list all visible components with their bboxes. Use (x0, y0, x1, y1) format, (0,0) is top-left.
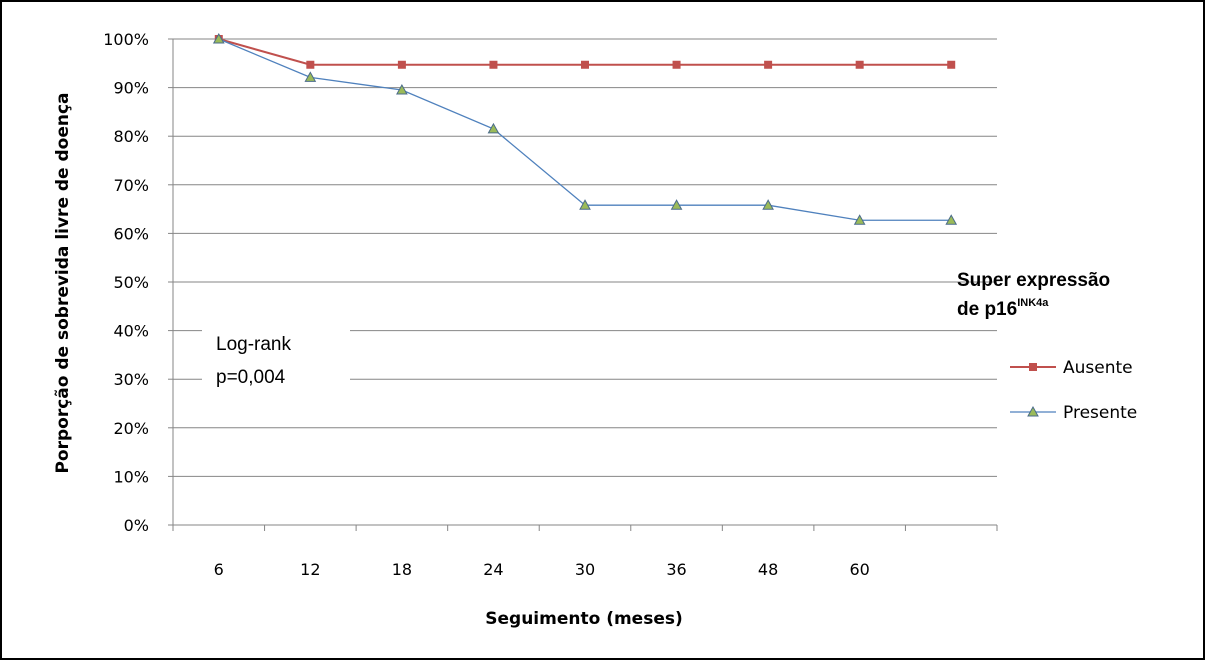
series-presente-point (212, 32, 225, 44)
y-tick-label: 10% (113, 467, 149, 486)
series-ausente-point (397, 60, 406, 69)
x-tick-label: 60 (849, 560, 869, 579)
series-presente-point (304, 71, 317, 82)
series-layer (212, 32, 958, 225)
x-tick-label: 6 (214, 560, 224, 579)
series-presente-point (487, 122, 500, 134)
y-tick-label: 60% (113, 224, 149, 243)
y-tick-label: 100% (103, 30, 149, 49)
legend-items: Ausente Presente (1010, 358, 1137, 423)
series-ausente-point (764, 60, 773, 69)
series-presente-point (762, 199, 774, 210)
annotation-background (202, 320, 350, 398)
x-tick-label: 36 (666, 560, 686, 579)
series-presente-point (945, 214, 958, 225)
axis-layer (168, 38, 998, 531)
x-tick-label: 12 (300, 560, 320, 579)
y-tick-label: 20% (113, 419, 149, 438)
series-presente-point (670, 199, 683, 210)
series-presente-point (853, 214, 866, 225)
y-tick-label: 50% (113, 273, 149, 292)
legend-title-line1: Super expressão (957, 270, 1110, 291)
series-ausente-point (306, 60, 315, 69)
y-tick-label: 40% (113, 322, 149, 341)
y-tick-label: 90% (113, 79, 149, 98)
y-axis-title: Porporção de sobrevida livre de doença (53, 92, 73, 473)
series-presente-point (396, 84, 408, 95)
annotation-line1: Log-rank (216, 334, 291, 355)
x-tick-label: 24 (483, 560, 503, 579)
series-ausente-point (581, 60, 589, 69)
legend-title-line2: de p16INK4a (957, 297, 1049, 320)
annotation-line2: p=0,004 (216, 367, 286, 388)
legend-title-prefix: de p16 (957, 299, 1017, 320)
x-tick-label: 18 (392, 560, 412, 579)
x-axis-title: Seguimento (meses) (485, 609, 683, 629)
series-ausente-point (947, 60, 956, 69)
tick-labels: 0% 10% 20% 30% 40% 50% 60% 70% 80% 90% 100% 6 12 18 24… (103, 30, 870, 579)
legend-ausente-marker (1029, 363, 1037, 371)
series-presente-point (579, 199, 591, 210)
y-tick-label: 80% (113, 127, 149, 146)
y-tick-label: 30% (113, 370, 149, 389)
y-tick-label: 70% (113, 176, 149, 195)
legend: Super expressão de p16INK4a Ausente Prese… (957, 270, 1137, 423)
series-ausente-point (489, 60, 498, 69)
legend-ausente-label: Ausente (1063, 358, 1133, 378)
x-tick-label: 48 (758, 560, 778, 579)
y-tick-label: 0% (124, 516, 149, 535)
legend-presente-marker (1027, 405, 1039, 417)
series-ausente-point (855, 60, 864, 69)
legend-title-superscript: INK4a (1017, 297, 1049, 309)
x-tick-label: 30 (575, 560, 595, 579)
series-ausente-point (672, 60, 681, 69)
legend-presente-label: Presente (1063, 403, 1137, 423)
